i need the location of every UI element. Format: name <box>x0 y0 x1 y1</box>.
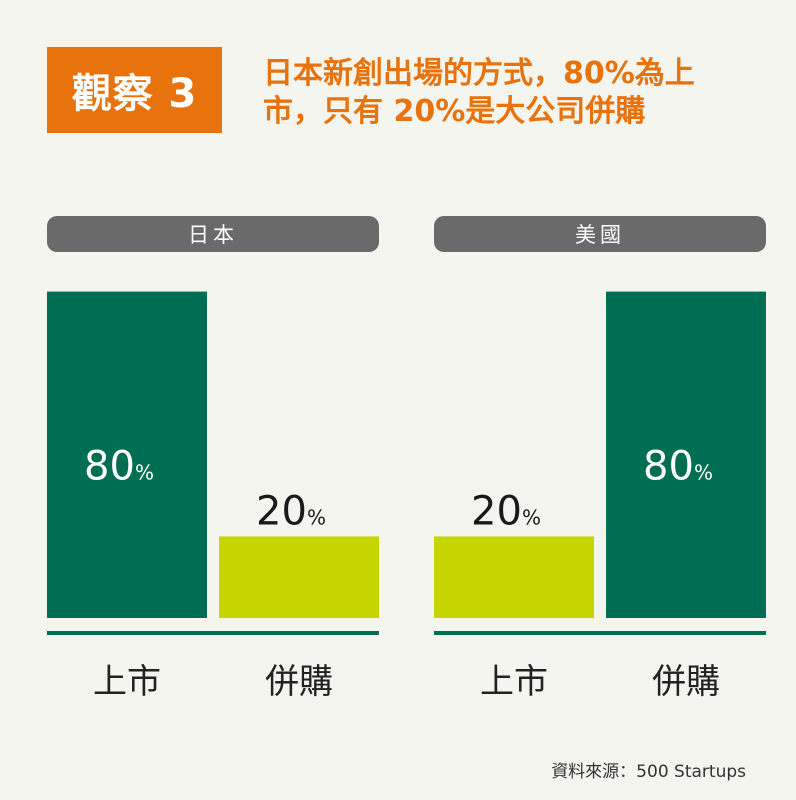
panel-label-bg <box>47 216 379 252</box>
percent-sign: % <box>307 505 326 529</box>
source-note: 資料來源：500 Startups <box>551 762 746 782</box>
panel-label-bg <box>434 216 766 252</box>
page-title: 日本新創出場的方式，80%為上 市，只有 20%是大公司併購 <box>263 55 763 131</box>
category-label: 上市 <box>93 662 161 702</box>
category-label: 併購 <box>265 662 333 702</box>
bar <box>47 291 207 618</box>
category-label: 併購 <box>652 662 720 702</box>
bar-value-label: 20% <box>256 488 326 534</box>
title-line-2: 市，只有 20%是大公司併購 <box>263 94 646 129</box>
percent-sign: % <box>522 505 541 529</box>
baseline <box>434 631 766 635</box>
panel-title: 美國 <box>575 223 625 247</box>
title-line-1: 日本新創出場的方式，80%為上 <box>263 56 695 91</box>
bar <box>434 536 594 618</box>
category-label: 上市 <box>480 662 548 702</box>
bar <box>606 291 766 618</box>
bar-value-label: 20% <box>471 488 541 534</box>
observation-badge: 觀察 3 <box>47 47 222 133</box>
bar-value-label: 80% <box>643 444 713 490</box>
percent-sign: % <box>694 461 713 485</box>
panel-title: 日本 <box>188 223 238 247</box>
percent-sign: % <box>135 461 154 485</box>
baseline <box>47 631 379 635</box>
bar <box>219 536 379 618</box>
